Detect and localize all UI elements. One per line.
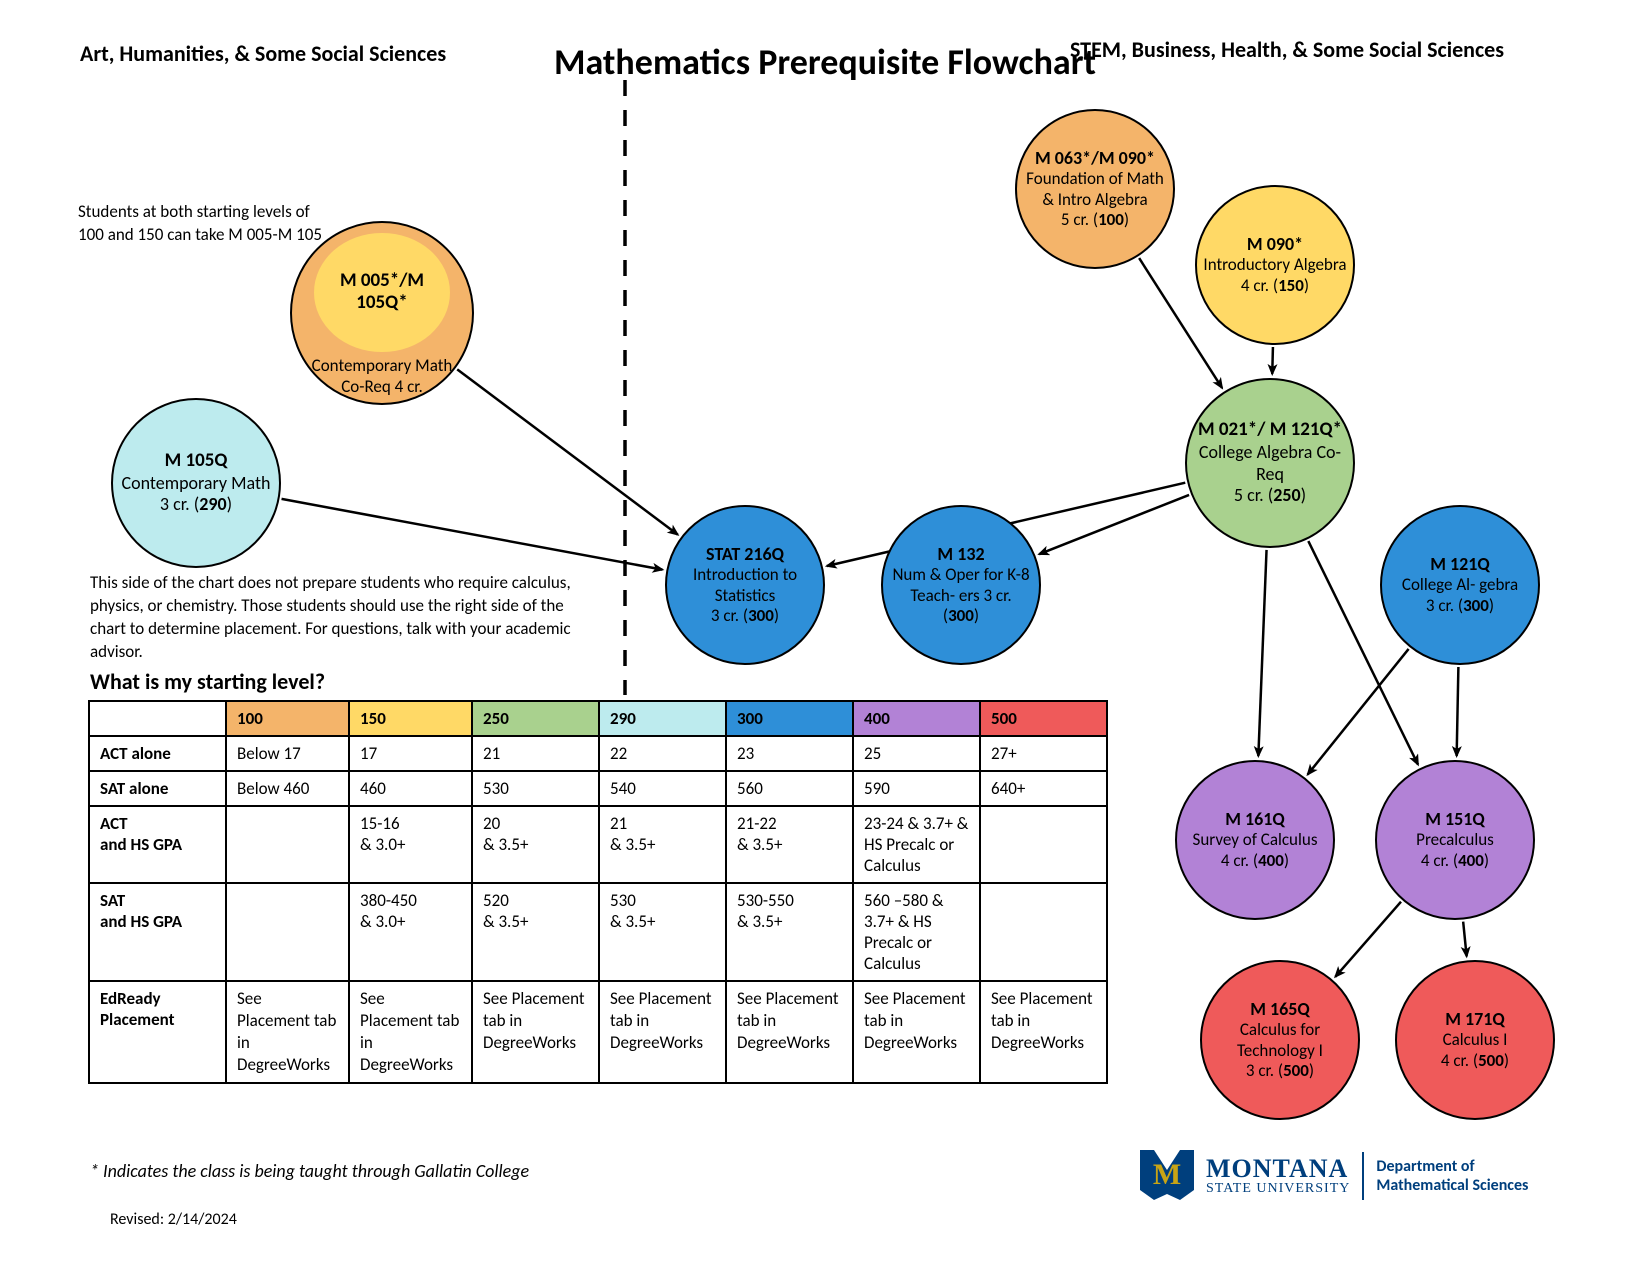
course-node-m165q: M 165QCalculus for Technology I3 cr. (50… bbox=[1200, 960, 1360, 1120]
course-node-m151q: M 151QPrecalculus4 cr. (400) bbox=[1375, 760, 1535, 920]
table-title: What is my starting level? bbox=[90, 668, 325, 695]
table-cell: 15-16& 3.0+ bbox=[349, 806, 472, 883]
table-cell: 520& 3.5+ bbox=[472, 883, 599, 981]
col-header: 400 bbox=[853, 701, 980, 736]
table-cell: 21 bbox=[472, 736, 599, 771]
table-cell: 23 bbox=[726, 736, 853, 771]
course-node-m171q: M 171QCalculus I4 cr. (500) bbox=[1395, 960, 1555, 1120]
logo-name-bottom: STATE UNIVERSITY bbox=[1206, 1182, 1350, 1196]
row-header: ACTand HS GPA bbox=[89, 806, 226, 883]
course-node-m121q: M 121QCollege Al- gebra3 cr. (300) bbox=[1380, 505, 1540, 665]
table-cell: See Placement tab in DegreeWorks bbox=[726, 981, 853, 1083]
course-node-m021: M 021*/ M 121Q*College Algebra Co-Req5 c… bbox=[1185, 378, 1355, 548]
table-cell: See Placement tab in DegreeWorks bbox=[853, 981, 980, 1083]
msu-shield-icon: M bbox=[1140, 1150, 1194, 1202]
table-cell: 460 bbox=[349, 771, 472, 806]
col-header: 100 bbox=[226, 701, 349, 736]
table-cell: See Placement tab in DegreeWorks bbox=[599, 981, 726, 1083]
course-node-m161q: M 161QSurvey of Calculus4 cr. (400) bbox=[1175, 760, 1335, 920]
table-cell: See Placement tab in DegreeWorks bbox=[472, 981, 599, 1083]
logo-name-top: MONTANA bbox=[1206, 1156, 1350, 1182]
left-section-heading: Art, Humanities, & Some Social Sciences bbox=[80, 40, 446, 67]
table-cell: 25 bbox=[853, 736, 980, 771]
table-cell bbox=[226, 806, 349, 883]
right-section-heading: STEM, Business, Health, & Some Social Sc… bbox=[1070, 36, 1504, 63]
row-header: SAT alone bbox=[89, 771, 226, 806]
col-header: 150 bbox=[349, 701, 472, 736]
table-cell: See Placement tab in DegreeWorks bbox=[349, 981, 472, 1083]
col-header: 500 bbox=[980, 701, 1107, 736]
course-node-m005: M 005*/M 105Q*Contemporary Math Co-Req 4… bbox=[290, 221, 474, 405]
footnote: * Indicates the class is being taught th… bbox=[90, 1160, 529, 1182]
col-header: 290 bbox=[599, 701, 726, 736]
col-header: 250 bbox=[472, 701, 599, 736]
table-cell: 540 bbox=[599, 771, 726, 806]
table-cell bbox=[226, 883, 349, 981]
table-cell: 22 bbox=[599, 736, 726, 771]
note-mid-left: This side of the chart does not prepare … bbox=[90, 572, 590, 664]
course-node-m132: M 132Num & Oper for K-8 Teach- ers 3 cr.… bbox=[881, 505, 1041, 665]
table-cell: 27+ bbox=[980, 736, 1107, 771]
table-cell: Below 17 bbox=[226, 736, 349, 771]
row-header: EdReady Placement bbox=[89, 981, 226, 1083]
table-cell: Below 460 bbox=[226, 771, 349, 806]
table-cell: 640+ bbox=[980, 771, 1107, 806]
table-cell: 17 bbox=[349, 736, 472, 771]
row-header: SATand HS GPA bbox=[89, 883, 226, 981]
table-cell bbox=[980, 883, 1107, 981]
course-node-m105q: M 105QContemporary Math3 cr. (290) bbox=[111, 398, 281, 568]
row-header: ACT alone bbox=[89, 736, 226, 771]
table-cell: 560 –580 & 3.7+ & HS Precalc or Calculus bbox=[853, 883, 980, 981]
table-cell: 21-22& 3.5+ bbox=[726, 806, 853, 883]
table-cell: 560 bbox=[726, 771, 853, 806]
table-cell bbox=[980, 806, 1107, 883]
col-header: 300 bbox=[726, 701, 853, 736]
table-cell: 380-450& 3.0+ bbox=[349, 883, 472, 981]
table-cell: 21& 3.5+ bbox=[599, 806, 726, 883]
msu-logo-block: M MONTANA STATE UNIVERSITY Department of… bbox=[1140, 1150, 1528, 1202]
table-cell: 530-550& 3.5+ bbox=[726, 883, 853, 981]
revised-date: Revised: 2/14/2024 bbox=[110, 1210, 237, 1229]
course-node-stat216: STAT 216QIntroduction to Statistics3 cr.… bbox=[665, 505, 825, 665]
table-cell: 20& 3.5+ bbox=[472, 806, 599, 883]
logo-dept-top: Department of bbox=[1376, 1157, 1528, 1176]
col-header bbox=[89, 701, 226, 736]
logo-dept-bottom: Mathematical Sciences bbox=[1376, 1176, 1528, 1195]
note-top-left: Students at both starting levels of 100 … bbox=[78, 201, 338, 247]
course-node-m063: M 063*/M 090*Foundation of Math & Intro … bbox=[1015, 109, 1175, 269]
course-node-m090: M 090*Introductory Algebra4 cr. (150) bbox=[1195, 185, 1355, 345]
svg-text:M: M bbox=[1153, 1158, 1181, 1191]
table-cell: See Placement tab in DegreeWorks bbox=[226, 981, 349, 1083]
table-cell: 530& 3.5+ bbox=[599, 883, 726, 981]
placement-table: 100150250290300400500 ACT aloneBelow 1717… bbox=[88, 700, 1108, 1084]
page-title: Mathematics Prerequisite Flowchart bbox=[525, 40, 1125, 84]
table-cell: 530 bbox=[472, 771, 599, 806]
table-cell: See Placement tab in DegreeWorks bbox=[980, 981, 1107, 1083]
table-cell: 590 bbox=[853, 771, 980, 806]
table-cell: 23-24 & 3.7+ & HS Precalc or Calculus bbox=[853, 806, 980, 883]
